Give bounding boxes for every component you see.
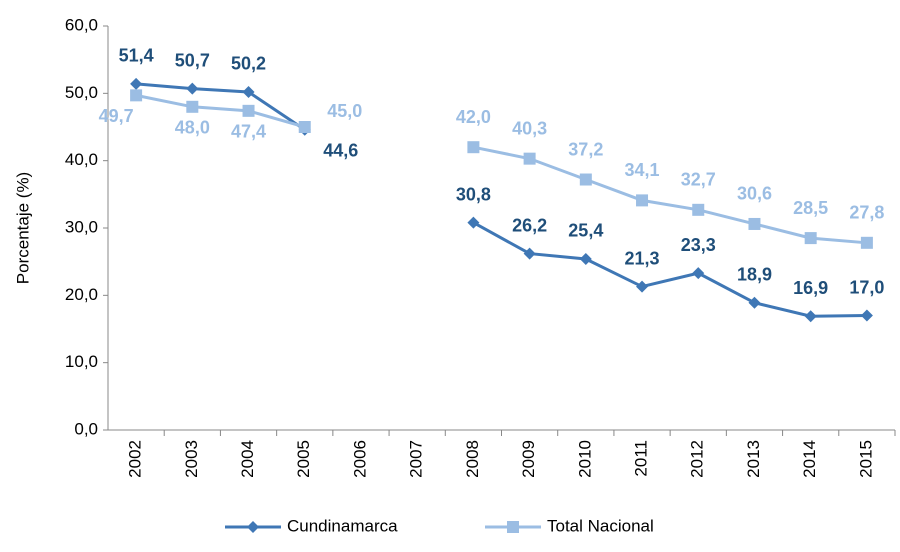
x-tick-label: 2009 [519, 440, 538, 478]
data-label: 25,4 [568, 221, 603, 241]
data-label: 18,9 [737, 264, 772, 284]
data-label: 26,2 [512, 215, 547, 235]
data-label: 37,2 [568, 139, 603, 159]
data-label: 21,3 [625, 248, 660, 268]
y-tick-label: 60,0 [65, 15, 98, 34]
x-tick-label: 2005 [294, 440, 313, 478]
y-tick-label: 40,0 [65, 150, 98, 169]
data-label: 40,3 [512, 118, 547, 138]
data-point [242, 104, 255, 117]
series-line [135, 93, 868, 245]
legend-marker [247, 521, 259, 533]
data-point [748, 296, 761, 309]
data-point [523, 247, 536, 260]
data-label: 27,8 [849, 203, 884, 223]
data-point [523, 152, 536, 165]
data-point [860, 309, 873, 322]
data-label: 47,4 [231, 122, 266, 142]
series-line [135, 82, 867, 318]
data-point [636, 194, 649, 207]
data-label: 50,7 [175, 50, 210, 70]
x-tick-label: 2013 [744, 440, 763, 478]
data-point [692, 267, 705, 280]
data-point [579, 173, 592, 186]
data-point [579, 252, 592, 265]
data-label: 30,6 [737, 184, 772, 204]
y-tick-label: 50,0 [65, 83, 98, 102]
data-point [186, 100, 199, 113]
y-tick-label: 20,0 [65, 285, 98, 304]
x-tick-label: 2002 [126, 440, 145, 478]
data-point [130, 77, 143, 90]
data-point [186, 82, 199, 95]
data-label: 49,7 [99, 106, 134, 126]
data-label: 17,0 [849, 277, 884, 297]
data-point [860, 236, 873, 249]
data-point [692, 203, 705, 216]
data-point [804, 310, 817, 323]
legend-label: Total Nacional [547, 516, 654, 535]
data-point [636, 280, 649, 293]
data-point [298, 121, 311, 133]
data-point [748, 217, 761, 230]
y-tick-label: 30,0 [65, 217, 98, 236]
data-label: 28,5 [793, 198, 828, 218]
data-point [467, 141, 480, 154]
data-point [467, 216, 480, 229]
x-tick-label: 2006 [350, 440, 369, 478]
data-label: 34,1 [625, 160, 660, 180]
data-point [804, 232, 817, 245]
data-label: 51,4 [119, 46, 154, 66]
data-label: 48,0 [175, 118, 210, 138]
data-label: 32,7 [681, 170, 716, 190]
data-point [130, 89, 143, 102]
x-tick-label: 2015 [856, 440, 875, 478]
data-label: 23,3 [681, 235, 716, 255]
legend-marker [507, 521, 519, 533]
x-tick-label: 2012 [688, 440, 707, 478]
y-tick-label: 10,0 [65, 352, 98, 371]
data-label: 44,6 [323, 140, 358, 160]
x-tick-label: 2011 [632, 440, 651, 477]
data-label: 45,0 [327, 101, 362, 121]
data-label: 30,8 [456, 184, 491, 204]
data-label: 50,2 [231, 54, 266, 74]
x-tick-label: 2007 [407, 440, 426, 478]
y-axis-title: Porcentaje (%) [13, 172, 32, 284]
x-tick-label: 2008 [463, 440, 482, 478]
data-point [242, 85, 255, 98]
x-tick-label: 2010 [575, 440, 594, 478]
legend-label: Cundinamarca [287, 516, 398, 535]
data-label: 42,0 [456, 107, 491, 127]
y-tick-label: 0,0 [74, 419, 98, 438]
x-tick-label: 2004 [238, 440, 257, 478]
x-tick-label: 2014 [800, 440, 819, 478]
data-label: 16,9 [793, 278, 828, 298]
x-tick-label: 2003 [182, 440, 201, 478]
